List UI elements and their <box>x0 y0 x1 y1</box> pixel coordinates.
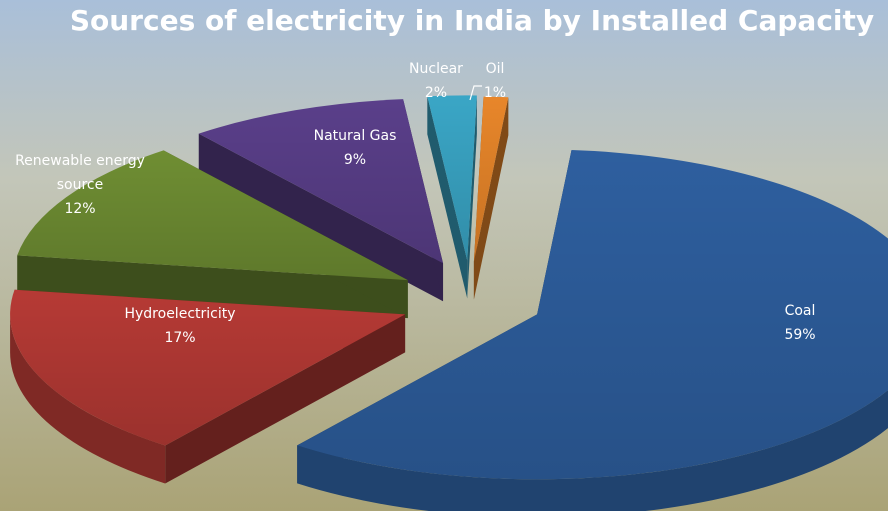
slice-hydroelectricity <box>10 289 406 484</box>
slice-shading <box>10 289 406 446</box>
slice-side-face <box>473 97 509 300</box>
labels-layer: Coal 59% Hydroelectricity 17% Renewable ener… <box>15 61 815 346</box>
oil-leader-line <box>469 85 482 101</box>
data-label-renewable-energy-source: Renewable energy source 12% <box>15 153 145 217</box>
slice-side-face <box>165 314 406 484</box>
slice-shading <box>297 149 888 480</box>
data-label-oil: Oil 1% <box>484 61 506 101</box>
data-label-coal: Coal 59% <box>784 303 815 343</box>
slice-coal <box>297 149 888 511</box>
slice-side-face <box>198 133 444 302</box>
slice-shading <box>427 95 477 261</box>
slice-side-face <box>427 96 468 299</box>
slice-shading <box>473 96 509 262</box>
slice-shading <box>198 99 444 264</box>
slice-side-face <box>467 95 477 299</box>
slice-oil <box>473 96 509 300</box>
chart-title: Sources of electricity in India by Insta… <box>70 4 874 37</box>
slice-shading <box>17 150 408 281</box>
slice-side-face <box>17 255 408 319</box>
slice-renewable-energy-source <box>17 150 408 319</box>
slice-rim <box>10 314 166 484</box>
data-label-hydroelectricity: Hydroelectricity 17% <box>124 306 235 346</box>
data-label-natural-gas: Natural Gas 9% <box>314 128 397 168</box>
slice-rim <box>297 390 888 511</box>
slice-nuclear <box>427 95 477 299</box>
slices-layer <box>10 95 888 511</box>
data-label-nuclear: Nuclear 2% <box>409 61 463 101</box>
slice-natural-gas <box>198 99 444 302</box>
